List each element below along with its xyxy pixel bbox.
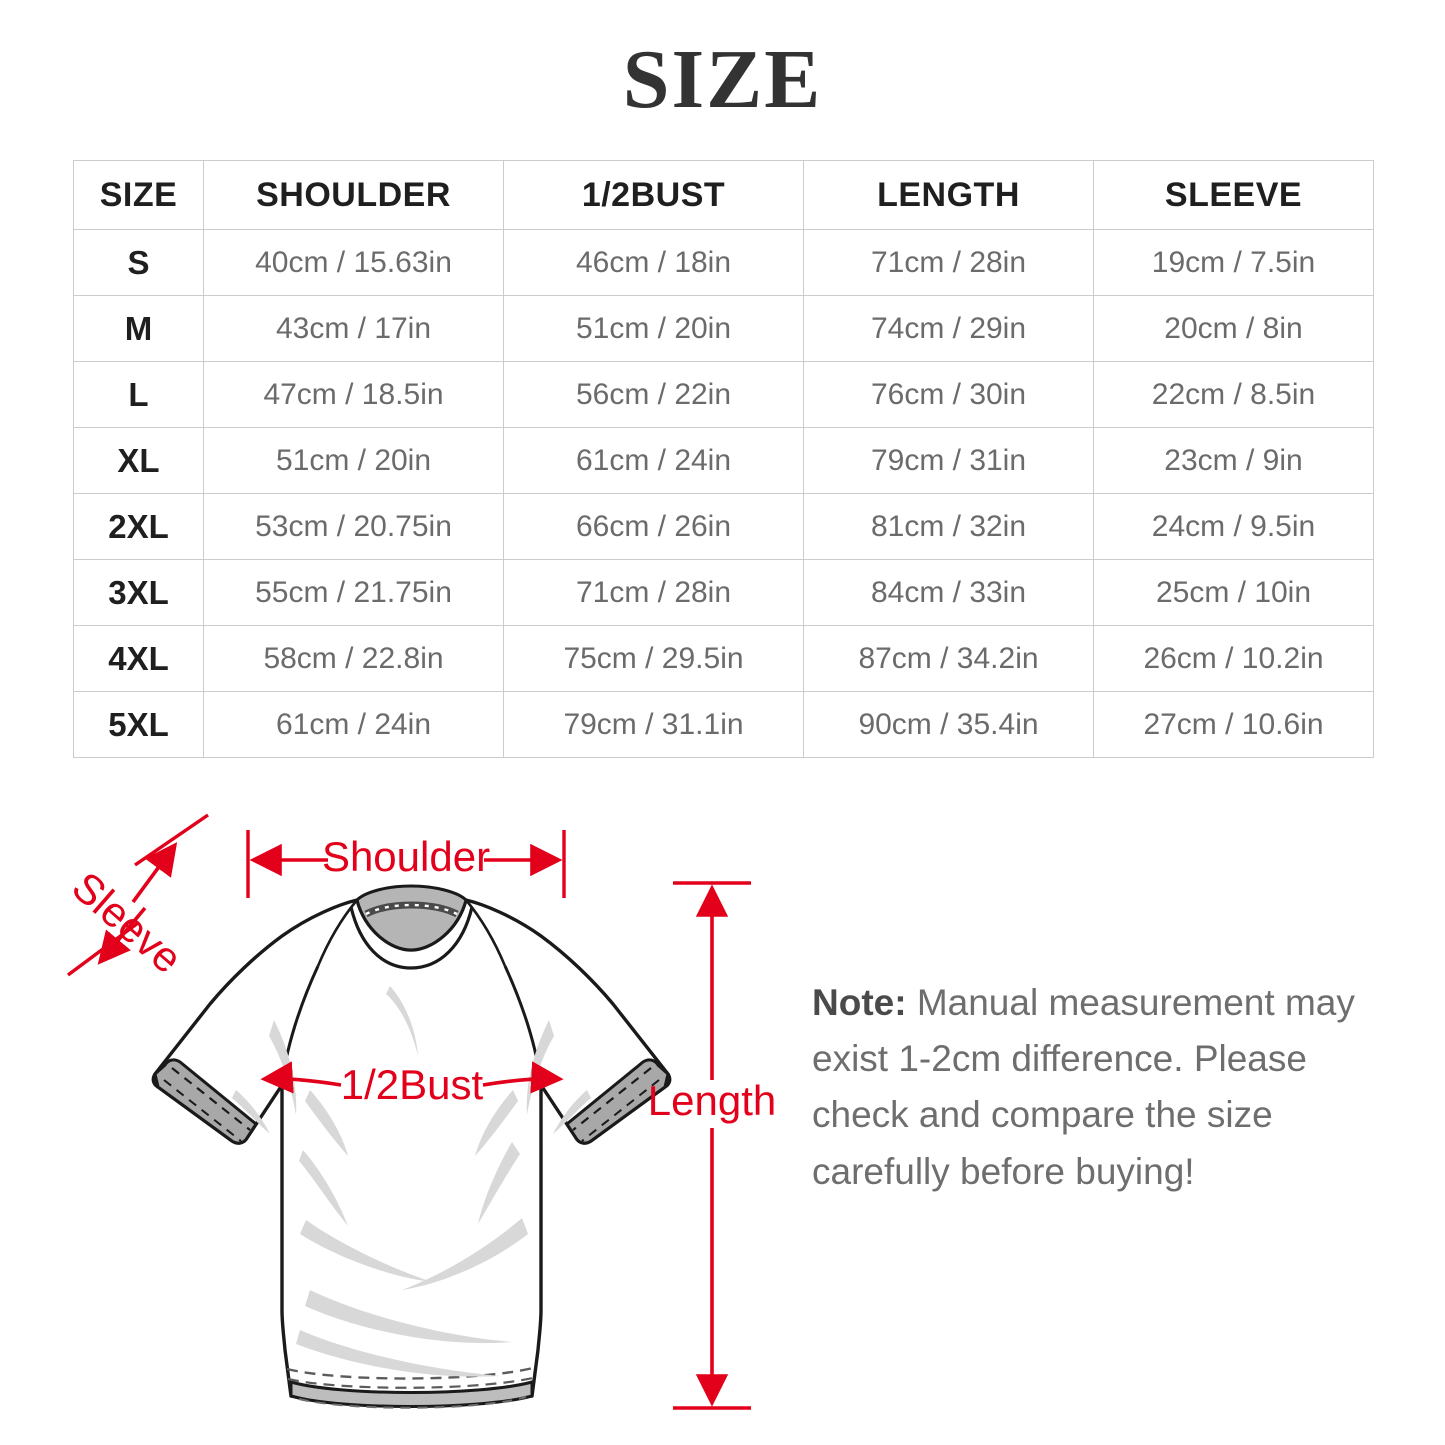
length-measurement-annotation: Length [648,881,776,1410]
sleeve-cuff-left-stitch [171,1067,251,1131]
cell-sleeve: 19cm / 7.5in [1093,229,1374,296]
tshirt-body-outline [151,898,672,1398]
sleeve-arrow-lower [97,906,147,965]
cell-length: 81cm / 32in [803,493,1094,560]
cell-shoulder: 47cm / 18.5in [203,361,504,428]
collar-inner [355,884,468,952]
cell-size: 4XL [73,625,204,692]
table-row: 2XL 53cm / 20.75in 66cm / 26in 81cm / 32… [73,493,1374,560]
cell-shoulder: 43cm / 17in [203,295,504,362]
fabric-fold-shading [232,986,591,1377]
sleeve-cuff-left-inner [153,1058,258,1145]
cell-half-bust: 51cm / 20in [503,295,804,362]
cell-half-bust: 46cm / 18in [503,229,804,296]
cell-size: 3XL [73,559,204,626]
sleeve-cuff-right-stitch2 [581,1079,660,1142]
table-row: XL 51cm / 20in 61cm / 24in 79cm / 31in 2… [73,427,1374,494]
page-title: SIZE [622,33,823,126]
cell-sleeve: 26cm / 10.2in [1093,625,1374,692]
cell-size: L [73,361,204,428]
shoulder-seam-left [316,899,358,967]
column-header-half-bust: 1/2BUST [503,160,804,230]
length-label: Length [648,1077,776,1124]
cell-size: XL [73,427,204,494]
cell-shoulder: 58cm / 22.8in [203,625,504,692]
bottom-hem-stitch-3 [298,1396,527,1409]
size-chart-table-container: SIZE SHOULDER 1/2BUST LENGTH SLEEVE S 40… [73,160,1374,758]
sleeve-arrow-upper [131,842,178,904]
note-block: Note: Manual measurement may exist 1-2cm… [812,975,1387,1200]
table-row: S 40cm / 15.63in 46cm / 18in 71cm / 28in… [73,229,1374,296]
cell-shoulder: 53cm / 20.75in [203,493,504,560]
tshirt-measurement-diagram: Shoulder Sleeve 1/2Bust Length [0,770,1445,1445]
cell-half-bust: 71cm / 28in [503,559,804,626]
cell-size: M [73,295,204,362]
note-label: Note: [812,982,907,1023]
table-row: 4XL 58cm / 22.8in 75cm / 29.5in 87cm / 3… [73,625,1374,692]
cell-length: 79cm / 31in [803,427,1094,494]
table-row: 3XL 55cm / 21.75in 71cm / 28in 84cm / 33… [73,559,1374,626]
table-row: L 47cm / 18.5in 56cm / 22in 76cm / 30in … [73,361,1374,428]
cell-size: 2XL [73,493,204,560]
cell-size: S [73,229,204,296]
cell-sleeve: 23cm / 9in [1093,427,1374,494]
cell-length: 71cm / 28in [803,229,1094,296]
cell-shoulder: 61cm / 24in [203,691,504,758]
cell-size: 5XL [73,691,204,758]
cell-length: 84cm / 33in [803,559,1094,626]
half-bust-arrow-right [482,1061,564,1094]
half-bust-arrow-left [260,1061,342,1094]
table-header-row: SIZE SHOULDER 1/2BUST LENGTH SLEEVE [73,160,1374,230]
cell-shoulder: 51cm / 20in [203,427,504,494]
cell-length: 87cm / 34.2in [803,625,1094,692]
sleeve-cuff-left-stitch2 [163,1079,242,1142]
sleeve-cuff-right-stitch [572,1067,652,1131]
cell-length: 90cm / 35.4in [803,691,1094,758]
shoulder-seam-right [465,899,507,967]
cell-sleeve: 25cm / 10in [1093,559,1374,626]
cell-half-bust: 79cm / 31.1in [503,691,804,758]
size-chart-table: SIZE SHOULDER 1/2BUST LENGTH SLEEVE S 40… [73,160,1374,758]
sleeve-tick-upper [134,813,209,867]
shoulder-measurement-annotation: Shoulder [246,830,566,898]
column-header-size: SIZE [73,160,204,230]
cell-length: 74cm / 29in [803,295,1094,362]
tshirt-graphic [151,884,672,1409]
table-row: 5XL 61cm / 24in 79cm / 31.1in 90cm / 35.… [73,691,1374,758]
bottom-hem-stitch-1 [286,1365,538,1380]
cell-sleeve: 24cm / 9.5in [1093,493,1374,560]
cell-length: 76cm / 30in [803,361,1094,428]
column-header-sleeve: SLEEVE [1093,160,1374,230]
shoulder-label: Shoulder [322,833,490,880]
cell-shoulder: 40cm / 15.63in [203,229,504,296]
table-row: M 43cm / 17in 51cm / 20in 74cm / 29in 20… [73,295,1374,362]
cell-half-bust: 61cm / 24in [503,427,804,494]
sleeve-cuff-right-inner [565,1058,670,1145]
note-text: Manual measurement may exist 1-2cm diffe… [812,982,1355,1192]
bottom-hem-stitch-2 [287,1375,538,1389]
cell-sleeve: 27cm / 10.6in [1093,691,1374,758]
half-bust-label: 1/2Bust [341,1061,484,1108]
collar-stitch-dashes [365,903,458,916]
bottom-hem-inner [289,1380,534,1408]
cell-half-bust: 56cm / 22in [503,361,804,428]
cell-half-bust: 66cm / 26in [503,493,804,560]
cell-shoulder: 55cm / 21.75in [203,559,504,626]
sleeve-measurement-annotation: Sleeve [63,813,209,982]
collar-outer-band [349,906,474,970]
tshirt-illustration-svg: Shoulder Sleeve 1/2Bust Length [63,813,776,1410]
half-bust-measurement-annotation: 1/2Bust [260,1061,564,1108]
column-header-length: LENGTH [803,160,1094,230]
cell-sleeve: 22cm / 8.5in [1093,361,1374,428]
cell-half-bust: 75cm / 29.5in [503,625,804,692]
cell-sleeve: 20cm / 8in [1093,295,1374,362]
column-header-shoulder: SHOULDER [203,160,504,230]
